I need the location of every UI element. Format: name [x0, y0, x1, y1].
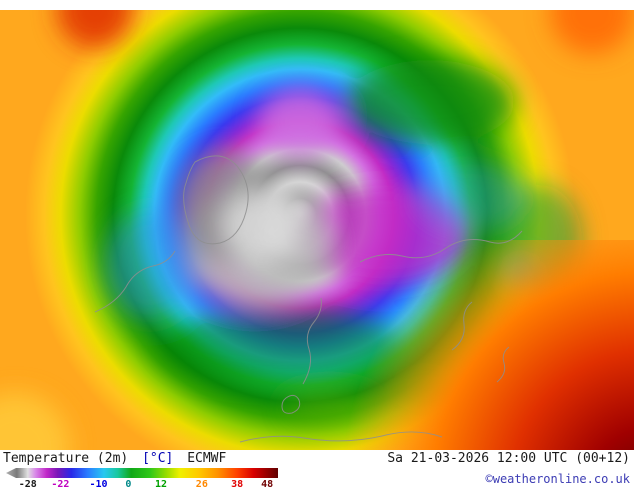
scale-tick-label: -28	[18, 479, 37, 490]
temperature-scale: -28 -22 -10 0 12 26 38 48	[6, 468, 278, 490]
scale-tick-label: 48	[261, 479, 274, 490]
scale-tick-label: 38	[231, 479, 244, 490]
model-label: ECMWF	[187, 451, 227, 466]
valid-datetime: Sa 21-03-2026 12:00 UTC (00+12)	[387, 451, 630, 466]
footer: Temperature (2m) [°C] ECMWF Sa 21-03-202…	[0, 450, 634, 490]
scale-bar	[6, 468, 278, 478]
unit-label: [°C]	[142, 451, 174, 466]
title-text: Temperature (2m)	[3, 451, 129, 466]
scale-ticks: -28 -22 -10 0 12 26 38 48	[6, 479, 278, 491]
temperature-field	[0, 10, 634, 450]
coastlines	[94, 155, 523, 443]
scale-tick-label: 12	[155, 479, 168, 490]
scale-tick-label: 0	[125, 479, 132, 490]
copyright: ©weatheronline.co.uk	[485, 472, 631, 486]
scale-tick-label: -22	[51, 479, 70, 490]
temperature-map	[0, 10, 634, 450]
map-svg	[0, 10, 634, 450]
map-title: Temperature (2m) [°C] ECMWF	[3, 451, 232, 466]
scale-tick-label: -10	[89, 479, 108, 490]
scale-tick-label: 26	[195, 479, 208, 490]
hot-region-overlay	[300, 240, 634, 450]
